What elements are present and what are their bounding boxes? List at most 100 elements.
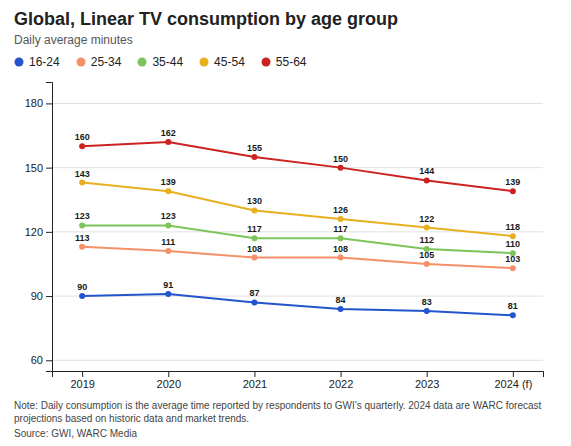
annotation: Source: GWI, WARC Media: [14, 427, 557, 440]
point: [251, 154, 257, 160]
point: [79, 180, 85, 186]
data-label: 144: [419, 166, 434, 176]
x-tick-label: 2022: [329, 378, 353, 390]
data-label: 112: [419, 235, 434, 245]
y-tick: 60: [31, 354, 52, 366]
data-label: 130: [247, 196, 262, 206]
page: Global, Linear TV consumption by age gro…: [0, 0, 571, 446]
data-label: 123: [161, 211, 176, 221]
chart-svg: 6090120150180201920202021202220232024 (f…: [14, 70, 557, 397]
x-tick: 2019: [70, 371, 94, 390]
x-tick-mark: [254, 371, 255, 377]
point: [251, 235, 257, 241]
grid: [52, 103, 543, 360]
legend-item: 45-54: [199, 54, 245, 70]
point: [424, 225, 430, 231]
x-tick-mark: [82, 371, 83, 377]
data-label: 122: [419, 214, 434, 224]
data-label: 83: [422, 297, 432, 307]
series-points: [79, 291, 516, 318]
y-tick: 180: [25, 97, 52, 109]
point: [510, 265, 516, 271]
point: [165, 291, 171, 297]
point: [251, 299, 257, 305]
x-tick: 2024 (f): [494, 371, 532, 390]
x-tick-label: 2023: [415, 378, 439, 390]
point: [79, 143, 85, 149]
header: Global, Linear TV consumption by age gro…: [14, 8, 557, 70]
legend-swatch-dot: [200, 58, 209, 67]
series-line: [82, 294, 513, 315]
point: [424, 261, 430, 267]
data-labels: 9091878483811131111081081051031231231171…: [75, 128, 521, 311]
data-label: 113: [75, 233, 90, 243]
chart-area: 6090120150180201920202021202220232024 (f…: [14, 70, 557, 397]
data-label: 108: [333, 244, 348, 254]
legend-swatch: [14, 57, 24, 67]
x-tick-mark: [513, 371, 514, 377]
data-label: 118: [506, 222, 521, 232]
data-label: 91: [163, 280, 173, 290]
legend-label: 35-44: [152, 54, 183, 70]
plot: 6090120150180201920202021202220232024 (f…: [25, 83, 544, 390]
legend-label: 45-54: [214, 54, 245, 70]
legend-swatch-dot: [15, 58, 24, 67]
y-tick-mark: [46, 168, 52, 169]
legend-item: 16-24: [14, 54, 60, 70]
y-tick-label: 90: [31, 290, 43, 302]
x-tick-label: 2019: [70, 378, 94, 390]
point: [424, 308, 430, 314]
point: [338, 306, 344, 312]
series-points: [79, 244, 516, 271]
series-points: [79, 139, 516, 194]
point: [165, 139, 171, 145]
point: [165, 222, 171, 228]
data-label: 123: [75, 211, 90, 221]
x-tick-mark: [427, 371, 428, 377]
legend-label: 16-24: [29, 54, 60, 70]
point: [338, 216, 344, 222]
data-label: 150: [333, 154, 348, 164]
x-axis: 201920202021202220232024 (f): [53, 371, 544, 390]
y-tick: 90: [31, 290, 52, 302]
data-label: 126: [333, 205, 348, 215]
y-tick-label: 180: [25, 97, 43, 109]
series-line: [82, 142, 513, 191]
data-label: 139: [161, 177, 176, 187]
y-tick-mark: [46, 296, 52, 297]
x-tick-mark: [168, 371, 169, 377]
series-points: [79, 222, 516, 256]
y-tick-mark: [46, 360, 52, 361]
data-label: 105: [419, 250, 434, 260]
x-tick: 2022: [329, 371, 353, 390]
series-points: [79, 180, 516, 240]
legend-swatch-dot: [261, 58, 270, 67]
y-tick-mark: [46, 103, 52, 104]
subtitle: Daily average minutes: [14, 32, 557, 48]
data-label: 117: [333, 224, 348, 234]
point: [424, 177, 430, 183]
point: [165, 248, 171, 254]
data-label: 110: [506, 239, 521, 249]
point: [338, 235, 344, 241]
data-label: 103: [505, 254, 520, 264]
data-label: 111: [161, 237, 175, 247]
point: [79, 244, 85, 250]
grid-line: [52, 167, 543, 168]
point: [510, 312, 516, 318]
legend-swatch-dot: [76, 58, 85, 67]
legend-swatch: [137, 57, 147, 67]
marks: [79, 139, 516, 318]
point: [79, 293, 85, 299]
point: [251, 207, 257, 213]
legend-label: 25-34: [91, 54, 122, 70]
y-tick-label: 150: [25, 162, 43, 174]
point: [251, 255, 257, 261]
data-label: 143: [75, 169, 90, 179]
legend-swatch: [76, 57, 86, 67]
y-tick: 120: [25, 226, 52, 238]
x-tick-label: 2020: [157, 378, 181, 390]
point: [338, 165, 344, 171]
data-label: 117: [247, 224, 262, 234]
footer: Note: Daily consumption is the average t…: [14, 397, 557, 440]
